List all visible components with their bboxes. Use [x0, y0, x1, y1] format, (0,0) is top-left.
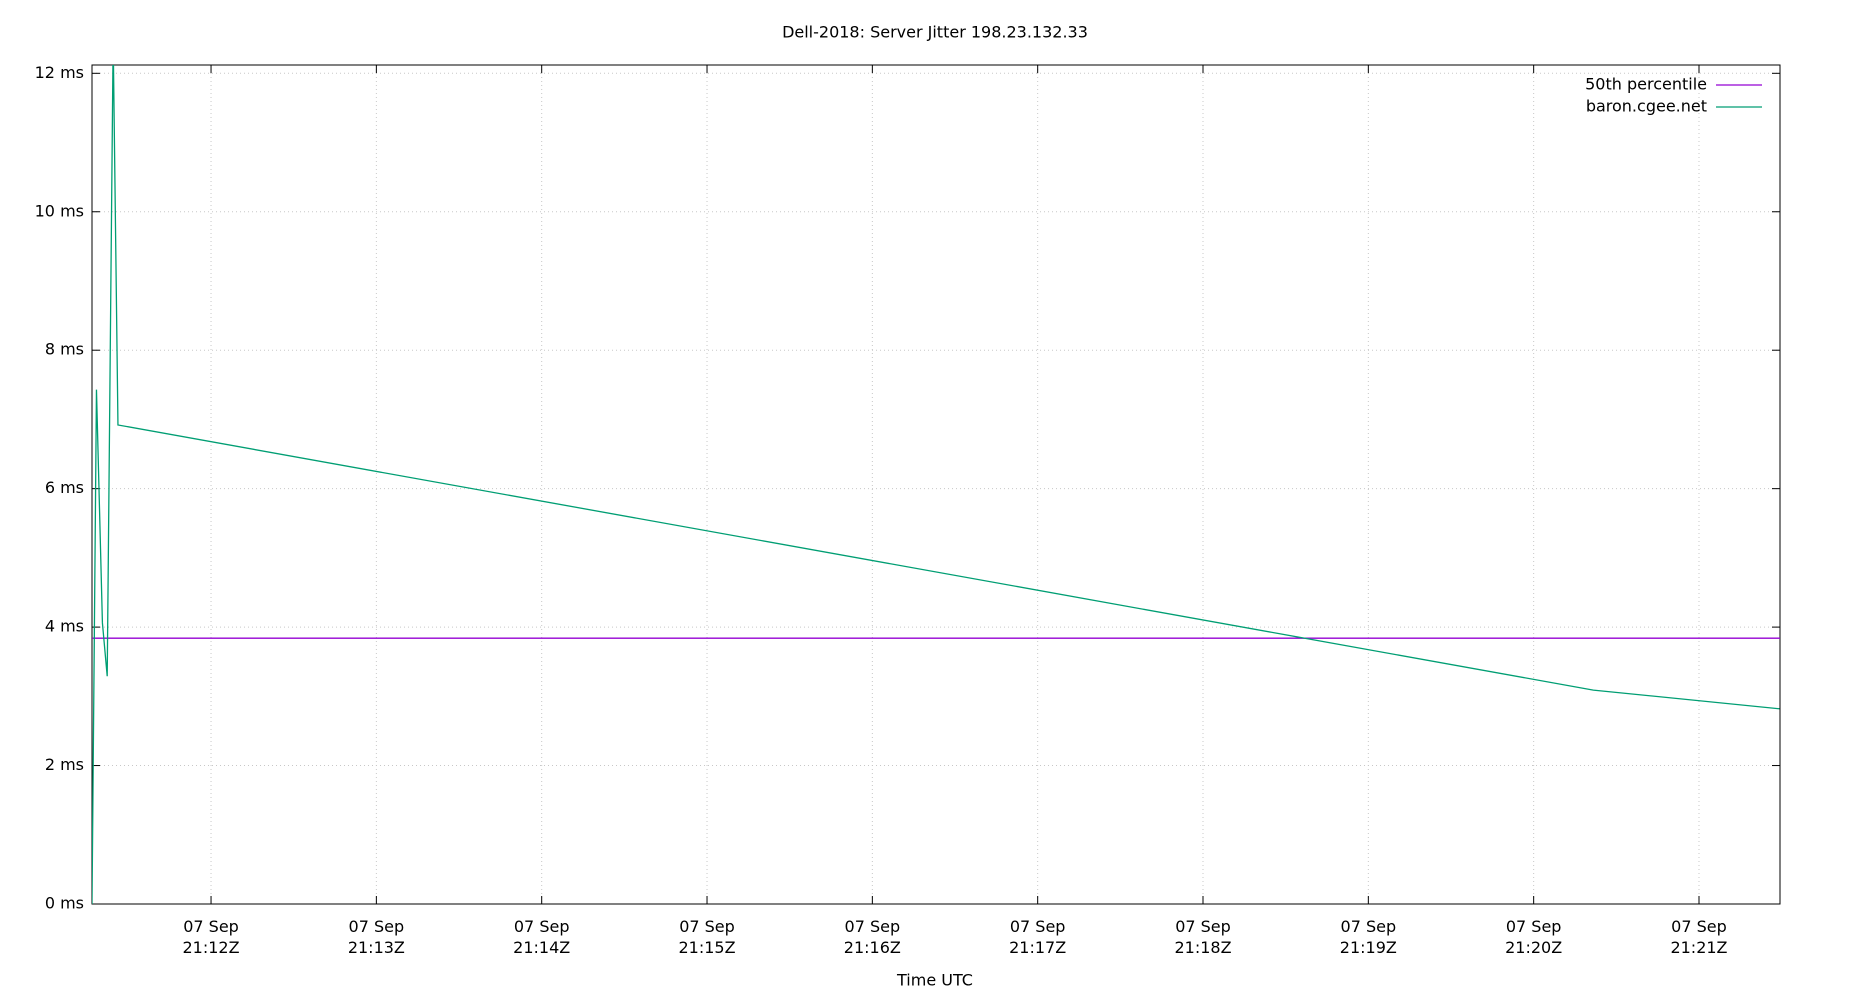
- y-tick-label: 6 ms: [45, 478, 84, 497]
- x-tick-label: 07 Sep 21:16Z: [843, 917, 901, 957]
- x-tick-label: 07 Sep 21:20Z: [1505, 917, 1563, 957]
- x-tick-label: 07 Sep 21:18Z: [1174, 917, 1232, 957]
- x-axis-label: Time UTC: [896, 971, 973, 990]
- series-line: [92, 65, 1780, 904]
- y-tick-label: 0 ms: [45, 894, 84, 913]
- plot-frame: [91, 64, 1781, 905]
- y-tick-label: 12 ms: [35, 63, 84, 82]
- legend-label: 50th percentile: [1585, 75, 1707, 94]
- x-tick-label: 07 Sep 21:14Z: [513, 917, 571, 957]
- y-tick-label: 2 ms: [45, 755, 84, 774]
- x-tick-label: 07 Sep 21:21Z: [1670, 917, 1728, 957]
- x-tick-label: 07 Sep 21:12Z: [182, 917, 240, 957]
- x-tick-label: 07 Sep 21:19Z: [1339, 917, 1397, 957]
- y-tick-label: 10 ms: [35, 201, 84, 220]
- x-tick-label: 07 Sep 21:15Z: [678, 917, 736, 957]
- x-tick-label: 07 Sep 21:13Z: [347, 917, 405, 957]
- y-tick-label: 8 ms: [45, 340, 84, 359]
- y-tick-label: 4 ms: [45, 617, 84, 636]
- legend-label: baron.cgee.net: [1586, 97, 1707, 116]
- chart-title: Dell-2018: Server Jitter 198.23.132.33: [782, 23, 1088, 42]
- x-tick-label: 07 Sep 21:17Z: [1009, 917, 1067, 957]
